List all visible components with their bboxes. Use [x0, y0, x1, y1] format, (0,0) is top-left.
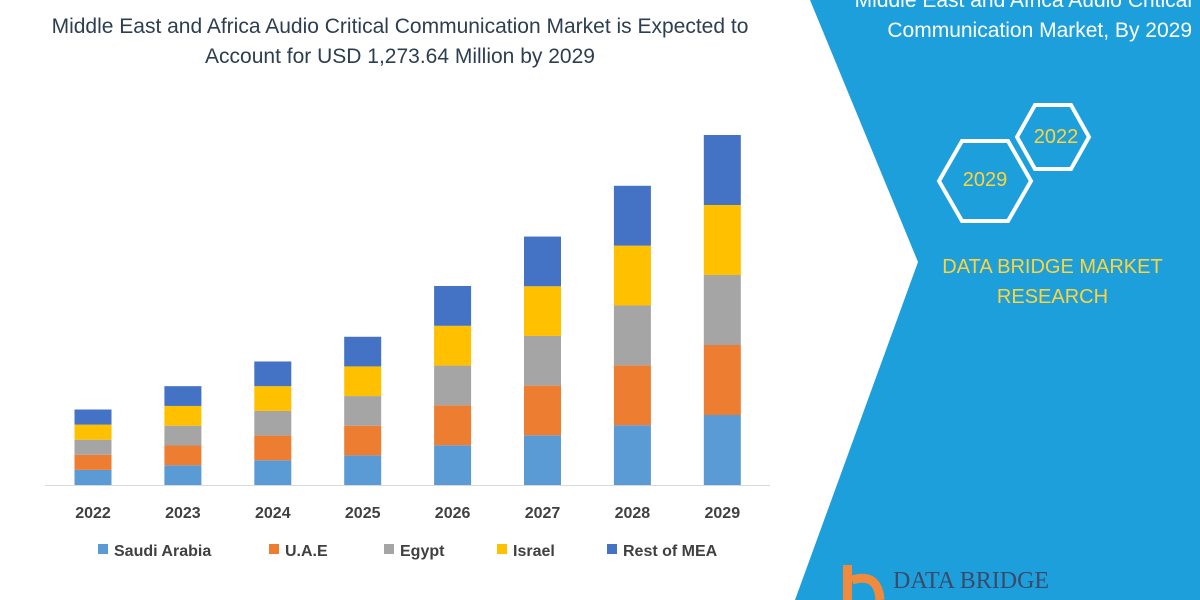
bar-segment-2023-saudi-arabia [164, 465, 202, 485]
legend-swatch [497, 544, 507, 554]
x-tick-label: 2025 [345, 505, 381, 522]
bar-segment-2023-israel [164, 405, 202, 426]
bar-segment-2025-saudi-arabia [344, 455, 382, 485]
bar-segment-2029-rest-of-mea [703, 135, 741, 205]
x-tick-label: 2028 [615, 505, 651, 522]
hex-year-2029: 2029 [962, 169, 1008, 191]
bar-segment-2022-u-a-e [74, 454, 112, 470]
bar-segment-2027-israel [524, 286, 561, 336]
bar-segment-2029-israel [703, 205, 741, 275]
side-title-line-2: Communication Market, By 2029 [887, 19, 1192, 42]
side-title: Middle East and Africa Audio Critical Co… [820, 0, 1192, 46]
bar-segment-2026-rest-of-mea [434, 285, 472, 326]
bar-segment-2026-egypt [434, 365, 472, 406]
legend-label: U.A.E [285, 543, 328, 560]
legend-label: Rest of MEA [623, 543, 718, 560]
legend-swatch [269, 544, 279, 554]
bar-segment-2024-egypt [254, 410, 292, 436]
logo-icon [843, 565, 885, 600]
bar-segment-2028-egypt [613, 305, 651, 366]
x-tick-label: 2024 [255, 505, 291, 522]
legend-swatch [98, 544, 108, 554]
bar-segment-2028-saudi-arabia [613, 425, 651, 485]
bar-segment-2027-u-a-e [524, 385, 561, 436]
bar-segment-2025-u-a-e [344, 425, 382, 456]
blue-chevron-panel [795, 0, 1200, 600]
bar-segment-2025-rest-of-mea [344, 336, 382, 367]
bar-segment-2026-u-a-e [434, 405, 472, 446]
bar-segment-2023-u-a-e [164, 445, 202, 466]
bar-segment-2022-israel [74, 424, 112, 440]
bar-segment-2026-israel [434, 325, 472, 366]
bar-segment-2028-israel [613, 245, 651, 306]
bar-segment-2029-egypt [703, 275, 741, 345]
bar-segment-2028-rest-of-mea [613, 185, 651, 246]
bar-segment-2027-saudi-arabia [524, 435, 561, 485]
bar-segment-2022-rest-of-mea [74, 409, 112, 425]
bar-segment-2024-rest-of-mea [254, 361, 292, 387]
hexagon-2022-icon [1014, 103, 1092, 171]
hexagon-2029-icon [936, 139, 1034, 223]
logo-text: DATA BRIDGE [893, 568, 1050, 594]
x-tick-label: 2026 [435, 505, 471, 522]
x-tick-label: 2027 [525, 505, 561, 522]
title-line-1: Middle East and Africa Audio Critical Co… [51, 15, 749, 38]
bar-segment-2023-egypt [164, 425, 202, 446]
bar-segment-2029-saudi-arabia [703, 415, 741, 485]
page-title: Middle East and Africa Audio Critical Co… [0, 12, 800, 72]
title-line-2: Account for USD 1,273.64 Million by 2029 [205, 45, 595, 68]
brand-line-1: DATA BRIDGE MARKET [942, 256, 1163, 278]
side-title-line-1: Middle East and Africa Audio Critical [854, 0, 1192, 12]
hex-year-2022: 2022 [1033, 126, 1079, 148]
bar-segment-2025-israel [344, 366, 382, 397]
legend-swatch [607, 544, 617, 554]
x-tick-label: 2023 [165, 505, 201, 522]
stacked-bar-chart: 2022 2023 2024 2025 2026 2027 2028 2029 Saudi Ar… [45, 135, 770, 560]
legend-label: Saudi Arabia [114, 543, 211, 560]
legend-label: Israel [513, 543, 555, 560]
bar-segment-2025-egypt [344, 396, 382, 426]
x-tick-label: 2029 [705, 505, 741, 522]
bar-segment-2024-israel [254, 386, 292, 411]
bar-segment-2024-u-a-e [254, 435, 292, 461]
legend-swatch [384, 544, 394, 554]
bar-segment-2022-saudi-arabia [74, 469, 112, 485]
legend-label: Egypt [400, 543, 445, 560]
bar-segment-2024-saudi-arabia [254, 460, 292, 485]
bar-segment-2027-rest-of-mea [524, 236, 561, 287]
bar-segment-2023-rest-of-mea [164, 386, 202, 406]
bar-segment-2029-u-a-e [703, 345, 741, 415]
bar-segment-2028-u-a-e [613, 365, 651, 426]
x-tick-label: 2022 [75, 505, 111, 522]
bar-segment-2026-saudi-arabia [434, 445, 472, 485]
bar-segment-2027-egypt [524, 335, 561, 386]
bar-segment-2022-egypt [74, 439, 112, 455]
brand-line-2: RESEARCH [996, 286, 1109, 308]
